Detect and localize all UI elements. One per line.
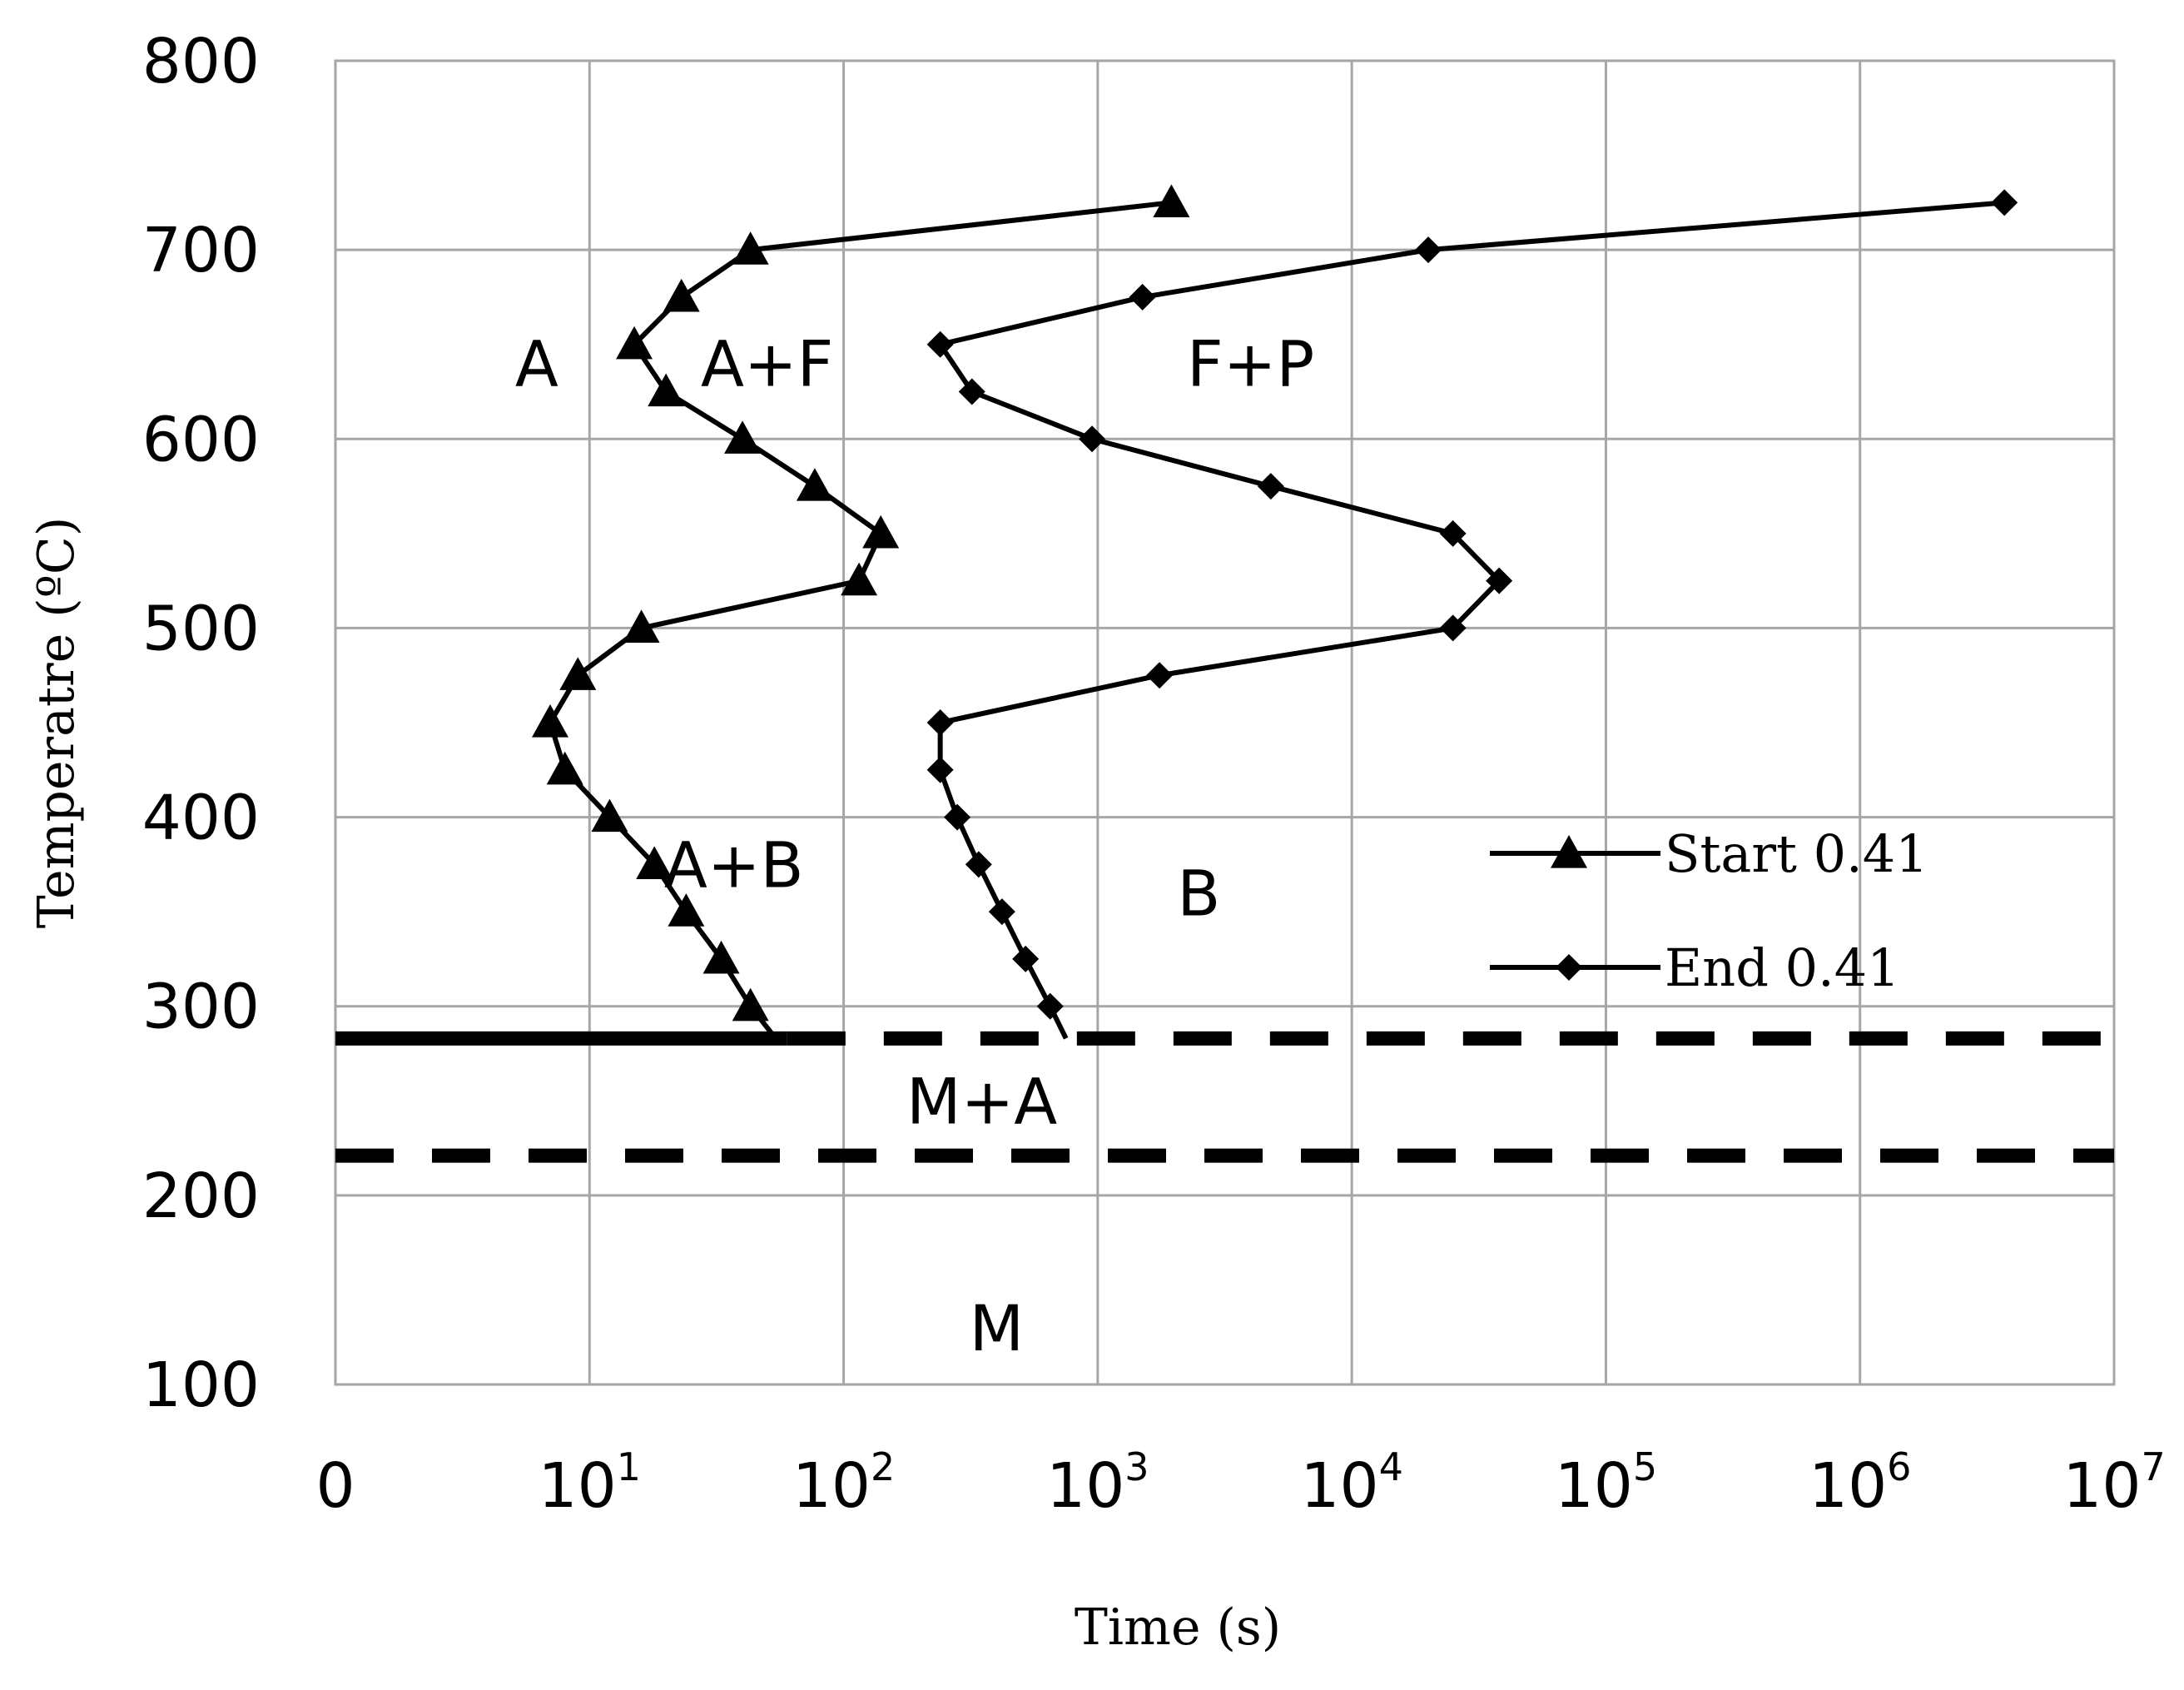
region-label: A+F	[701, 326, 833, 400]
x-tick-label: 103	[1046, 1444, 1149, 1522]
series-end	[926, 189, 2018, 1040]
end-point	[1439, 614, 1467, 642]
x-tick-label: 101	[539, 1444, 641, 1522]
x-tick-label: 104	[1300, 1444, 1402, 1522]
end-point	[988, 898, 1015, 926]
y-tick-label: 500	[142, 593, 260, 664]
start-point	[724, 420, 762, 454]
x-tick-label: 102	[792, 1444, 895, 1522]
start-point	[591, 798, 628, 833]
end-point	[1257, 473, 1284, 500]
start-point	[559, 657, 597, 690]
y-tick-label: 400	[142, 783, 260, 854]
x-tick-label: 105	[1555, 1444, 1657, 1522]
start-point	[702, 940, 740, 974]
end-point	[1012, 945, 1040, 972]
x-tick-label: 107	[2062, 1444, 2165, 1522]
y-tick-label: 100	[142, 1350, 260, 1421]
legend-diamond-marker	[1556, 954, 1582, 981]
start-point	[546, 751, 583, 785]
end-point	[926, 331, 954, 358]
legend: Start 0.41 End 0.41	[1490, 823, 1928, 998]
series-group	[531, 184, 2018, 1041]
region-label: A	[515, 326, 558, 400]
x-tick-label: 106	[1809, 1444, 1911, 1522]
start-point	[648, 373, 685, 407]
start-point	[663, 278, 700, 312]
y-tick-label: 700	[142, 215, 260, 286]
region-label: A+B	[664, 828, 804, 902]
end-point	[965, 851, 992, 878]
start-point	[732, 231, 769, 265]
start-point	[841, 562, 878, 596]
legend-label: End 0.41	[1665, 937, 1900, 998]
region-labels: A A+F F+P A+B B M+A M	[515, 326, 1314, 1364]
region-label: M	[970, 1291, 1025, 1365]
start-point	[862, 514, 900, 549]
plot-frame	[334, 59, 2116, 1386]
end-point	[1129, 283, 1156, 311]
start-point	[616, 326, 653, 360]
end-point	[958, 378, 985, 405]
end-point	[1439, 519, 1467, 547]
end-point	[1079, 425, 1106, 453]
end-point	[1036, 992, 1064, 1020]
region-label: B	[1177, 856, 1220, 930]
start-point	[668, 893, 705, 927]
start-point	[732, 987, 769, 1021]
end-point	[1991, 189, 2018, 216]
legend-triangle-marker	[1551, 835, 1587, 868]
end-point	[926, 709, 954, 736]
region-label: M+A	[906, 1064, 1057, 1138]
legend-label: Start 0.41	[1665, 823, 1928, 884]
x-axis-title: Time (s)	[1075, 1598, 1281, 1657]
end-point	[1415, 236, 1442, 264]
end-point	[944, 803, 971, 831]
end-curve	[937, 200, 2005, 1040]
y-tick-label: 200	[142, 1161, 260, 1232]
end-point	[926, 756, 954, 783]
gridlines	[334, 59, 2116, 1386]
end-point	[1486, 567, 1513, 594]
start-point	[796, 468, 833, 501]
start-point	[636, 846, 673, 879]
y-tick-label: 600	[142, 404, 260, 475]
y-axis-title: Temperatre (ºC)	[27, 517, 86, 928]
reference-lines	[335, 1031, 2114, 1163]
series-start	[531, 184, 1190, 1041]
end-point	[1146, 662, 1174, 689]
start-point	[531, 704, 568, 738]
start-point	[623, 609, 660, 644]
x-tick-label: 0	[315, 1450, 355, 1522]
tick-labels: 800 700 600 500 400 300 200 100 0 101 102 103 104 105…	[142, 26, 2166, 1522]
region-label: F+P	[1187, 326, 1314, 400]
y-tick-label: 800	[142, 26, 260, 97]
start-point	[1153, 184, 1190, 217]
y-tick-label: 300	[142, 972, 260, 1043]
